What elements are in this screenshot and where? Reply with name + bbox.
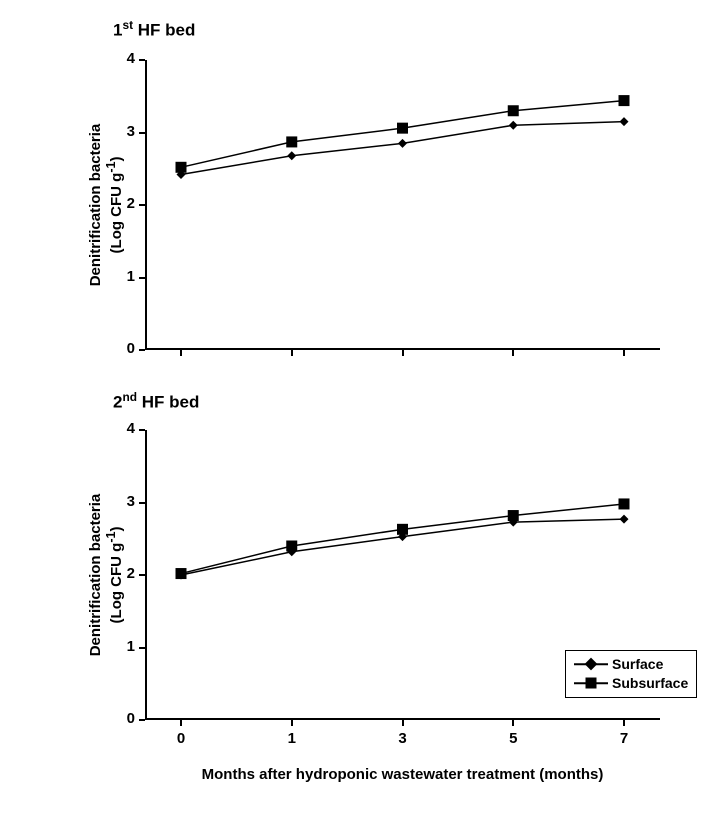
x-axis-label: Months after hydroponic wastewater treat… [145, 766, 660, 783]
marker-subsurface [397, 524, 408, 535]
panel-title: 2nd HF bed [113, 390, 199, 413]
x-tick [512, 720, 514, 726]
x-tick [623, 350, 625, 356]
marker-subsurface [176, 162, 187, 173]
x-tick-label: 7 [614, 730, 634, 747]
legend-item: Surface [574, 655, 688, 674]
x-tick [180, 350, 182, 356]
x-tick [402, 350, 404, 356]
x-tick [402, 720, 404, 726]
series-layer [145, 60, 660, 350]
y-tick-label: 4 [115, 50, 135, 67]
y-axis-label: Denitrification bacteria(Log CFU g-1) [87, 90, 125, 320]
legend-swatch [574, 676, 608, 690]
legend-swatch [574, 657, 608, 671]
legend-label: Surface [612, 655, 663, 674]
y-tick-label: 0 [115, 340, 135, 357]
legend-label: Subsurface [612, 674, 688, 693]
x-tick [291, 350, 293, 356]
marker-subsurface [508, 105, 519, 116]
marker-subsurface [508, 510, 519, 521]
figure-root: 1st HF bed01234Denitrification bacteria(… [0, 0, 723, 817]
plot-area [145, 60, 660, 350]
x-tick-label: 1 [282, 730, 302, 747]
marker-surface [287, 151, 296, 160]
x-tick [512, 350, 514, 356]
legend: SurfaceSubsurface [565, 650, 697, 698]
series-line-subsurface [181, 101, 624, 168]
x-tick [291, 720, 293, 726]
y-tick-label: 4 [115, 420, 135, 437]
x-tick [623, 720, 625, 726]
y-axis-label: Denitrification bacteria(Log CFU g-1) [87, 460, 125, 690]
marker-surface [620, 117, 629, 126]
marker-surface [398, 139, 407, 148]
legend-item: Subsurface [574, 674, 688, 693]
marker-surface [509, 121, 518, 130]
marker-subsurface [176, 568, 187, 579]
x-tick-label: 0 [171, 730, 191, 747]
panel-title: 1st HF bed [113, 18, 195, 41]
y-tick-label: 0 [115, 710, 135, 727]
marker-surface [620, 515, 629, 524]
marker-subsurface [397, 123, 408, 134]
marker-subsurface [286, 136, 297, 147]
x-tick-label: 3 [393, 730, 413, 747]
marker-subsurface [619, 95, 630, 106]
marker-subsurface [286, 541, 297, 552]
x-tick [180, 720, 182, 726]
marker-subsurface [619, 498, 630, 509]
x-tick-label: 5 [503, 730, 523, 747]
